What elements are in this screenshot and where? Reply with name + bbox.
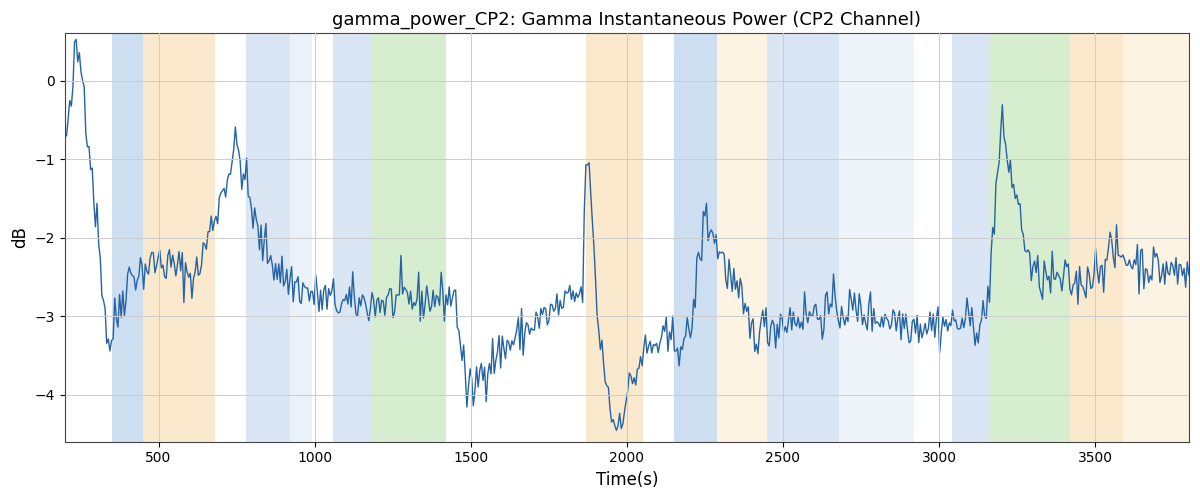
Bar — [371, 34, 446, 442]
Bar — [587, 34, 642, 442]
Bar — [289, 34, 312, 442]
Bar — [246, 34, 289, 442]
Bar — [989, 34, 1070, 442]
Title: gamma_power_CP2: Gamma Instantaneous Power (CP2 Channel): gamma_power_CP2: Gamma Instantaneous Pow… — [332, 11, 922, 30]
Bar — [673, 34, 718, 442]
Bar — [112, 34, 143, 442]
Y-axis label: dB: dB — [11, 226, 29, 248]
Bar — [839, 34, 914, 442]
X-axis label: Time(s): Time(s) — [595, 471, 658, 489]
Bar — [718, 34, 767, 442]
Bar — [767, 34, 839, 442]
Bar — [143, 34, 215, 442]
Bar — [1123, 34, 1189, 442]
Bar — [334, 34, 371, 442]
Bar — [952, 34, 989, 442]
Bar — [1070, 34, 1123, 442]
